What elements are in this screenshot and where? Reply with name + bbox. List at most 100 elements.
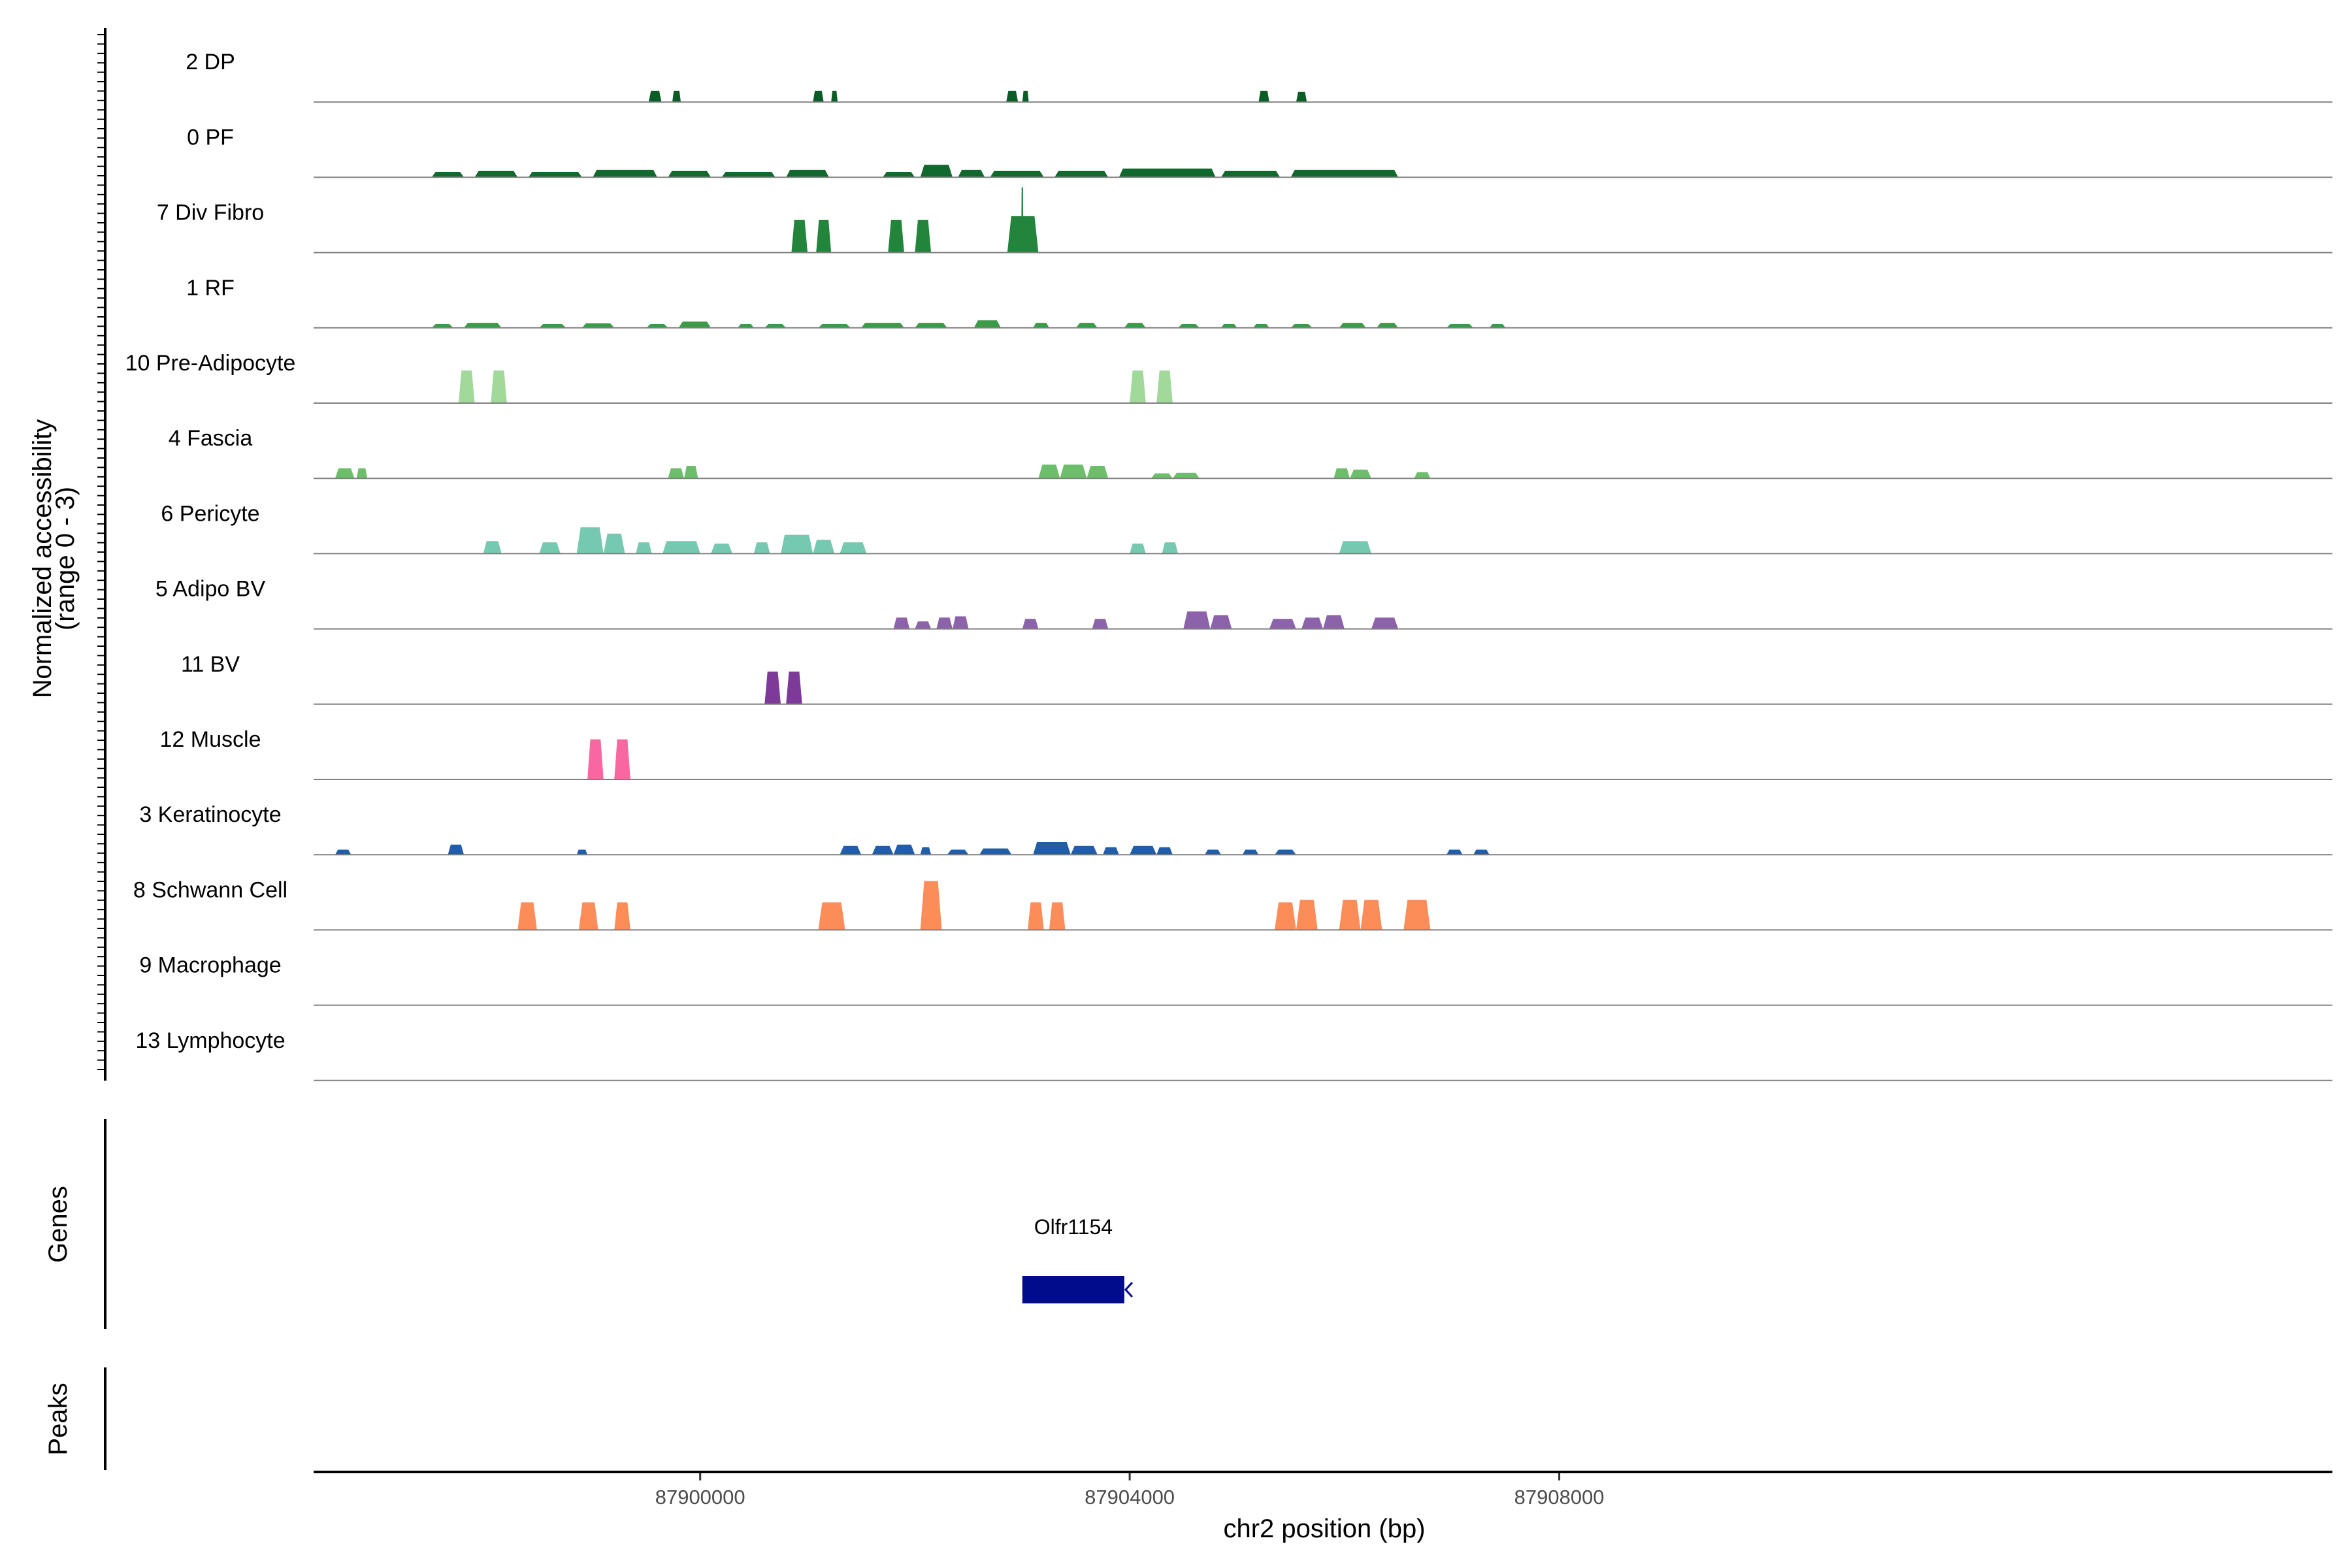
accessibility-peak xyxy=(1275,902,1296,930)
accessibility-peak xyxy=(1360,900,1382,930)
track: 13 Lymphocyte xyxy=(135,1028,2332,1081)
accessibility-peak xyxy=(947,849,969,855)
accessibility-peak xyxy=(1269,619,1296,629)
accessibility-peak xyxy=(883,172,915,178)
track-label: 13 Lymphocyte xyxy=(135,1028,285,1053)
accessibility-peak xyxy=(764,324,787,328)
accessibility-peak xyxy=(936,617,953,629)
track-label: 1 RF xyxy=(186,276,235,301)
accessibility-peak xyxy=(753,542,770,554)
accessibility-peak xyxy=(711,544,732,554)
accessibility-peak xyxy=(1296,91,1307,103)
accessibility-peak xyxy=(958,169,985,178)
accessibility-peak xyxy=(920,847,932,855)
accessibility-peak xyxy=(678,321,711,328)
accessibility-peak xyxy=(920,881,942,930)
accessibility-peak xyxy=(1371,617,1399,629)
accessibility-peak xyxy=(840,845,862,855)
accessibility-peak xyxy=(973,320,1001,328)
accessibility-peak xyxy=(1038,465,1060,479)
track-label: 11 BV xyxy=(181,652,240,677)
accessibility-peak xyxy=(356,468,368,479)
accessibility-peak xyxy=(528,172,582,178)
accessibility-peak xyxy=(764,671,781,704)
accessibility-peak xyxy=(781,534,813,554)
accessibility-peak xyxy=(813,540,835,554)
y-axis-title-line-1: Normalized accessibility xyxy=(28,419,57,698)
accessibility-peak xyxy=(1092,619,1109,629)
accessibility-peak xyxy=(915,323,947,328)
x-axis-ticks: 87900000 87904000 87908000 xyxy=(655,1473,1605,1509)
accessibility-peak xyxy=(1033,323,1049,328)
accessibility-peak xyxy=(1323,615,1345,629)
accessibility-peak xyxy=(431,324,453,328)
accessibility-peak xyxy=(1258,90,1269,103)
accessibility-peak xyxy=(672,90,681,103)
accessibility-peak xyxy=(1301,617,1323,629)
accessibility-peak xyxy=(1054,171,1109,178)
accessibility-peak xyxy=(1350,469,1371,479)
accessibility-peak xyxy=(636,542,652,554)
accessibility-peak xyxy=(517,902,537,930)
peaks-panel-title: Peaks xyxy=(44,1382,73,1455)
accessibility-peak xyxy=(1473,849,1490,855)
track-label: 3 Keratinocyte xyxy=(139,802,281,827)
track: 3 Keratinocyte xyxy=(139,802,2332,856)
accessibility-peak xyxy=(539,324,566,328)
accessibility-peak xyxy=(662,541,700,554)
accessibility-peak xyxy=(1006,90,1019,103)
coverage-tracks: 2 DP 0 PF 7 Div Fibro 1 RF 10 Pre-Adipocyte 4… xyxy=(125,50,2332,1081)
accessibility-peak xyxy=(1076,323,1098,328)
track-label: 10 Pre-Adipocyte xyxy=(125,351,296,376)
track-label: 6 Pericyte xyxy=(161,501,259,526)
track-label: 0 PF xyxy=(187,125,234,150)
accessibility-peak xyxy=(721,172,776,178)
accessibility-peak xyxy=(861,323,904,328)
gene-label: Olfr1154 xyxy=(1034,1215,1113,1239)
accessibility-peak xyxy=(990,171,1044,178)
strand-arrow xyxy=(1124,1281,1134,1298)
accessibility-peak xyxy=(786,671,802,704)
track-label: 9 Macrophage xyxy=(139,953,281,978)
track: 10 Pre-Adipocyte xyxy=(125,351,2332,404)
track-label: 12 Muscle xyxy=(160,727,261,752)
track: 7 Div Fibro xyxy=(157,187,2332,253)
accessibility-peak xyxy=(1253,324,1269,328)
accessibility-peak xyxy=(915,621,932,629)
track: 1 RF xyxy=(186,276,2332,329)
x-axis-title: chr2 position (bp) xyxy=(1223,1514,1425,1543)
accessibility-peak xyxy=(1183,611,1211,629)
accessibility-peak xyxy=(920,165,953,178)
x-tick-label: 87904000 xyxy=(1085,1486,1175,1509)
accessibility-peak xyxy=(1022,619,1039,629)
accessibility-peak xyxy=(1339,323,1366,328)
genes-panel-title: Genes xyxy=(44,1186,73,1263)
accessibility-peak xyxy=(1130,845,1157,855)
accessibility-peak xyxy=(1086,466,1109,479)
accessibility-peak xyxy=(786,169,829,178)
accessibility-peak xyxy=(684,466,698,479)
accessibility-peak xyxy=(648,90,662,103)
accessibility-peak xyxy=(1021,187,1024,253)
accessibility-peak xyxy=(1049,902,1066,930)
gene-body xyxy=(1022,1276,1124,1303)
accessibility-peak xyxy=(581,323,615,328)
track-label: 7 Div Fibro xyxy=(157,201,264,225)
accessibility-peak xyxy=(1178,324,1200,328)
accessibility-peak xyxy=(979,848,1012,855)
accessibility-peak xyxy=(1339,900,1361,930)
accessibility-peak xyxy=(593,169,657,178)
accessibility-peak xyxy=(483,541,502,554)
track: 6 Pericyte xyxy=(161,501,2332,555)
genes-panel: Olfr1154 xyxy=(1022,1215,1134,1303)
accessibility-peak xyxy=(1414,472,1431,479)
track: 4 Fascia xyxy=(169,426,2332,480)
accessibility-peak xyxy=(474,171,518,178)
accessibility-peak xyxy=(491,370,507,403)
accessibility-peak xyxy=(668,171,711,178)
accessibility-peak xyxy=(1220,171,1281,178)
track-label: 2 DP xyxy=(186,50,235,74)
accessibility-peak xyxy=(335,849,351,855)
accessibility-peak xyxy=(335,468,355,479)
